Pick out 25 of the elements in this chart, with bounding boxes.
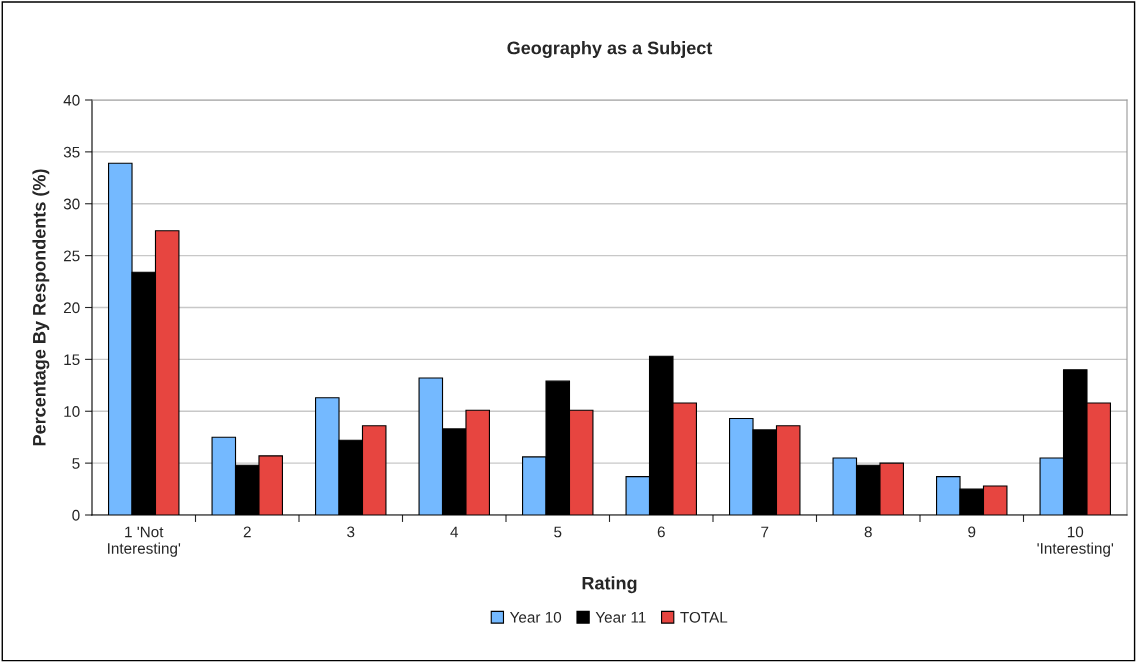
legend-label: TOTAL <box>680 611 728 623</box>
y-tick-label: 10 <box>64 406 80 417</box>
x-tick-label: 8 <box>864 526 872 538</box>
y-tick-label: 5 <box>72 458 80 469</box>
y-tick-label: 15 <box>64 354 80 366</box>
y-tick-label: 30 <box>63 198 80 210</box>
x-tick-label: 3 <box>347 526 355 538</box>
x-tick-label: 10 'Interesting' <box>1037 526 1114 557</box>
x-tick-label: 9 <box>968 526 976 538</box>
x-tick-label: 1 'Not Interesting' <box>108 526 181 557</box>
x-tick-label: 7 <box>761 526 769 538</box>
y-tick-label: 35 <box>63 146 80 158</box>
y-tick-label: 0 <box>72 509 80 521</box>
x-tick-label: 2 <box>243 526 251 538</box>
x-axis-title: Rating <box>582 576 637 594</box>
x-tick-label: 5 <box>554 526 562 538</box>
y-tick-label: 40 <box>63 94 80 106</box>
x-tick-label: 4 <box>450 526 459 538</box>
legend-label: Year 11 <box>595 612 646 623</box>
chart-title: Geography as a Subject <box>507 41 713 58</box>
y-tick-label: 25 <box>63 250 80 262</box>
legend-label: Year 10 <box>509 611 562 623</box>
y-axis-title: Percentage By Respondents (%) <box>32 169 50 446</box>
x-tick-label: 6 <box>657 526 665 538</box>
y-tick-label: 20 <box>63 302 80 314</box>
